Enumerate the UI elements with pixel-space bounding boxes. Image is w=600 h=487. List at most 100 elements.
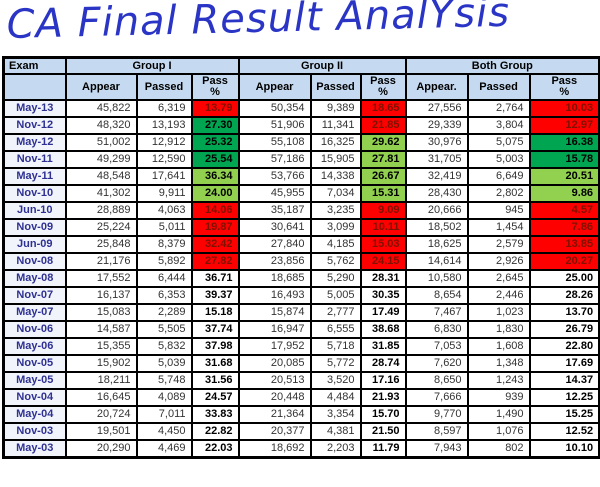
both-passed-cell: 1,076 [466,422,531,441]
group2-passpct-header: Pass % [359,73,407,101]
group1-appear-cell: 16,137 [64,286,138,305]
both-passpct-cell: 10.10 [528,439,600,459]
table-row: Nov-11 49,299 12,590 25.54 57,186 15,905… [2,150,600,169]
table-row: Nov-10 41,302 9,911 24.00 45,955 7,034 1… [2,184,600,203]
group1-passed-cell: 9,911 [135,184,193,203]
group1-passed-header: Passed [135,73,193,101]
group1-passpct-cell: 37.98 [190,337,240,356]
group1-passpct-cell: 24.00 [190,184,240,203]
group2-passpct-cell: 28.74 [359,354,407,373]
both-appear-cell: 31,705 [404,150,469,169]
group2-appear-cell: 16,493 [237,286,312,305]
group1-passed-cell: 6,444 [135,269,193,288]
group2-appear-cell: 21,364 [237,405,312,424]
exam-header-blank [2,73,67,101]
group2-appear-cell: 20,377 [237,422,312,441]
group1-passpct-cell: 22.03 [190,439,240,459]
table-row: May-12 51,002 12,912 25.32 55,108 16,325… [2,133,600,152]
group2-passpct-cell: 28.31 [359,269,407,288]
both-passed-cell: 2,802 [466,184,531,203]
exam-cell: Nov-10 [2,184,67,203]
table-row: May-07 15,083 2,289 15.18 15,874 2,777 1… [2,303,600,322]
table-row: May-04 20,724 7,011 33.83 21,364 3,354 1… [2,405,600,424]
exam-cell: May-04 [2,405,67,424]
group2-passed-cell: 3,235 [309,201,362,220]
group2-passed-cell: 2,777 [309,303,362,322]
table-row: May-11 48,548 17,641 36.34 53,766 14,338… [2,167,600,186]
group2-passed-cell: 2,203 [309,439,362,459]
exam-cell: May-13 [2,99,67,118]
both-appear-cell: 28,430 [404,184,469,203]
both-passpct-cell: 28.26 [528,286,600,305]
both-appear-cell: 29,339 [404,116,469,135]
group1-passpct-cell: 25.54 [190,150,240,169]
exam-cell: Jun-09 [2,235,67,254]
group2-passed-cell: 14,338 [309,167,362,186]
both-appear-cell: 10,580 [404,269,469,288]
group1-appear-cell: 48,548 [64,167,138,186]
group2-appear-cell: 15,874 [237,303,312,322]
group2-passpct-cell: 30.35 [359,286,407,305]
both-passed-cell: 2,446 [466,286,531,305]
group2-appear-cell: 18,692 [237,439,312,459]
exam-cell: Nov-07 [2,286,67,305]
group2-appear-cell: 16,947 [237,320,312,339]
both-passpct-cell: 17.69 [528,354,600,373]
both-passpct-cell: 15.78 [528,150,600,169]
group1-appear-cell: 48,320 [64,116,138,135]
group2-passpct-cell: 21.50 [359,422,407,441]
both-passpct-cell: 12.52 [528,422,600,441]
group2-appear-cell: 20,513 [237,371,312,390]
group2-appear-cell: 55,108 [237,133,312,152]
group2-passed-cell: 5,005 [309,286,362,305]
group1-passed-cell: 4,063 [135,201,193,220]
group2-passpct-cell: 15.31 [359,184,407,203]
both-passed-header: Passed [466,73,531,101]
both-appear-cell: 8,650 [404,371,469,390]
group1-appear-cell: 45,822 [64,99,138,118]
group1-passpct-cell: 36.34 [190,167,240,186]
table-row: Nov-09 25,224 5,011 19.87 30,641 3,099 1… [2,218,600,237]
both-appear-cell: 7,943 [404,439,469,459]
group2-appear-cell: 30,641 [237,218,312,237]
group1-passed-cell: 4,469 [135,439,193,459]
group2-passed-cell: 4,484 [309,388,362,407]
group2-passpct-cell: 29.62 [359,133,407,152]
table-row: Nov-05 15,902 5,039 31.68 20,085 5,772 2… [2,354,600,373]
group1-passpct-cell: 27.30 [190,116,240,135]
both-passpct-cell: 10.03 [528,99,600,118]
both-passed-cell: 5,003 [466,150,531,169]
both-appear-cell: 9,770 [404,405,469,424]
both-appear-cell: 7,467 [404,303,469,322]
exam-cell: May-05 [2,371,67,390]
group2-appear-cell: 20,448 [237,388,312,407]
both-appear-cell: 7,053 [404,337,469,356]
group1-passpct-cell: 37.74 [190,320,240,339]
group-header-row: Exam Group I Group II Both Group [2,56,600,75]
exam-cell: May-03 [2,439,67,459]
group1-appear-cell: 15,902 [64,354,138,373]
group1-appear-cell: 20,724 [64,405,138,424]
group1-passpct-cell: 25.32 [190,133,240,152]
both-passpct-cell: 9.86 [528,184,600,203]
group1-passpct-cell: 27.82 [190,252,240,271]
group1-appear-cell: 14,587 [64,320,138,339]
group2-appear-cell: 51,906 [237,116,312,135]
group1-appear-cell: 21,176 [64,252,138,271]
group2-passpct-cell: 24.15 [359,252,407,271]
group2-appear-cell: 17,952 [237,337,312,356]
result-table: Exam Group I Group II Both Group Appear … [2,56,600,459]
group2-passed-cell: 5,290 [309,269,362,288]
both-appear-cell: 8,597 [404,422,469,441]
exam-cell: Nov-03 [2,422,67,441]
group1-appear-cell: 19,501 [64,422,138,441]
exam-cell: May-06 [2,337,67,356]
group2-passed-cell: 6,555 [309,320,362,339]
group2-passed-header: Passed [309,73,362,101]
group1-passpct-cell: 39.37 [190,286,240,305]
table-row: Nov-03 19,501 4,450 22.82 20,377 4,381 2… [2,422,600,441]
table-row: Nov-04 16,645 4,089 24.57 20,448 4,484 2… [2,388,600,407]
sub-header-row: Appear Passed Pass % Appear Passed Pass … [2,73,600,101]
exam-cell: Nov-11 [2,150,67,169]
both-appear-header: Appear. [404,73,469,101]
